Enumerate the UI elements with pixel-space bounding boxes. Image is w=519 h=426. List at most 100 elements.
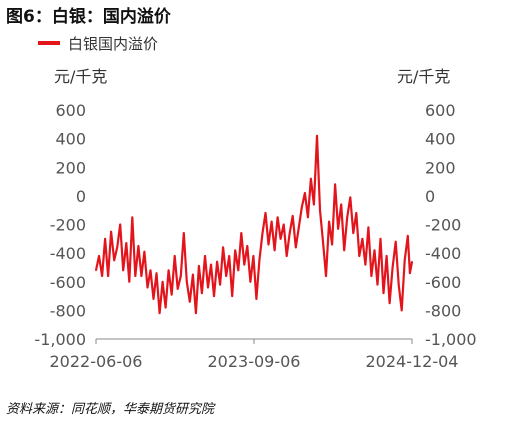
y-tick-label-right: -400	[425, 244, 461, 263]
series-point	[411, 260, 413, 263]
series-point	[180, 275, 182, 277]
series-point	[204, 255, 206, 257]
y-tick-label-left: -200	[50, 216, 86, 235]
series-point	[388, 302, 391, 305]
series-point	[334, 183, 336, 186]
y-tick-label-left: -800	[50, 301, 86, 320]
series-point	[258, 259, 261, 262]
series-point	[189, 301, 191, 303]
series-point	[276, 216, 279, 219]
series-point	[198, 265, 200, 267]
series-point	[358, 255, 361, 257]
series-point	[228, 255, 230, 257]
series-point	[364, 263, 367, 266]
series-point	[161, 281, 164, 283]
series-point	[310, 177, 312, 180]
y-tick-label-right: 400	[425, 130, 456, 149]
series-point	[319, 209, 321, 211]
series-point	[391, 266, 394, 269]
legend-swatch	[38, 41, 60, 45]
series-point	[201, 292, 203, 295]
series-point	[355, 212, 358, 214]
y-tick-label-left: 0	[76, 187, 86, 206]
series-point	[379, 238, 382, 240]
series-point	[104, 238, 106, 240]
x-tick-label: 2023-09-06	[208, 352, 301, 371]
series-point	[143, 250, 146, 253]
series-point	[98, 255, 100, 257]
legend-label: 白银国内溢价	[68, 34, 159, 53]
series-point	[246, 245, 249, 247]
series-point	[407, 235, 409, 237]
series-point	[270, 220, 273, 223]
y-tick-label-left: -1,000	[34, 330, 86, 349]
series-point	[222, 246, 224, 249]
series-point	[234, 249, 236, 252]
chart-legend: 白银国内溢价	[38, 33, 158, 53]
series-point	[113, 259, 115, 262]
y-tick-label-left: 200	[55, 158, 86, 177]
y-tick-label-left: 600	[55, 101, 86, 120]
series-point	[261, 232, 264, 234]
series-point	[282, 223, 285, 226]
series-point	[376, 283, 379, 286]
series-point	[149, 269, 152, 272]
series-point	[195, 312, 197, 315]
series-point	[349, 196, 352, 199]
series-point	[361, 238, 364, 240]
y-tick-label-right: -1,000	[425, 330, 477, 349]
series-point	[279, 238, 282, 240]
series-point	[346, 216, 349, 219]
x-tick-label: 2022-06-06	[50, 352, 143, 371]
series-point	[394, 240, 397, 243]
y-tick-label-left: -600	[50, 273, 86, 292]
series-point	[167, 269, 170, 272]
series-point	[119, 223, 121, 226]
series-point	[328, 220, 330, 223]
y-tick-label-left: 400	[55, 130, 86, 149]
series-point	[249, 281, 252, 283]
series-point	[240, 232, 243, 234]
series-point	[110, 230, 112, 233]
series-point	[216, 260, 218, 263]
series-point	[291, 215, 294, 217]
x-tick-label: 2024-12-04	[366, 352, 459, 371]
series-point	[164, 306, 167, 309]
series-point	[285, 255, 288, 257]
series-point	[107, 275, 109, 277]
series-point	[213, 295, 215, 297]
y-tick-label-right: -200	[425, 216, 461, 235]
series-point	[131, 216, 134, 219]
series-point	[173, 255, 176, 257]
series-point	[313, 203, 315, 206]
series-point	[307, 216, 309, 219]
series-point	[295, 246, 297, 249]
series-point	[370, 275, 373, 277]
series-point	[409, 272, 411, 275]
left-axis-unit: 元/千克	[54, 67, 107, 86]
series-point	[158, 312, 161, 315]
series-point	[403, 259, 406, 262]
series-point	[298, 226, 300, 229]
series-point	[337, 228, 339, 230]
series-point	[367, 226, 370, 229]
series-point	[237, 269, 240, 272]
series-point	[304, 192, 306, 194]
series-point	[140, 275, 143, 277]
series-point	[116, 246, 118, 249]
series-point	[128, 281, 131, 283]
series-point	[340, 203, 343, 206]
series-point	[322, 240, 324, 243]
series-point	[316, 135, 318, 137]
series-point	[264, 212, 267, 214]
series-point	[155, 272, 158, 275]
series-point	[352, 232, 355, 234]
series-point	[231, 295, 233, 297]
series-point	[95, 269, 97, 272]
series-point	[152, 298, 155, 300]
series-point	[385, 255, 388, 257]
series-point	[210, 263, 212, 266]
series-point	[122, 269, 124, 272]
series-point	[373, 249, 376, 252]
